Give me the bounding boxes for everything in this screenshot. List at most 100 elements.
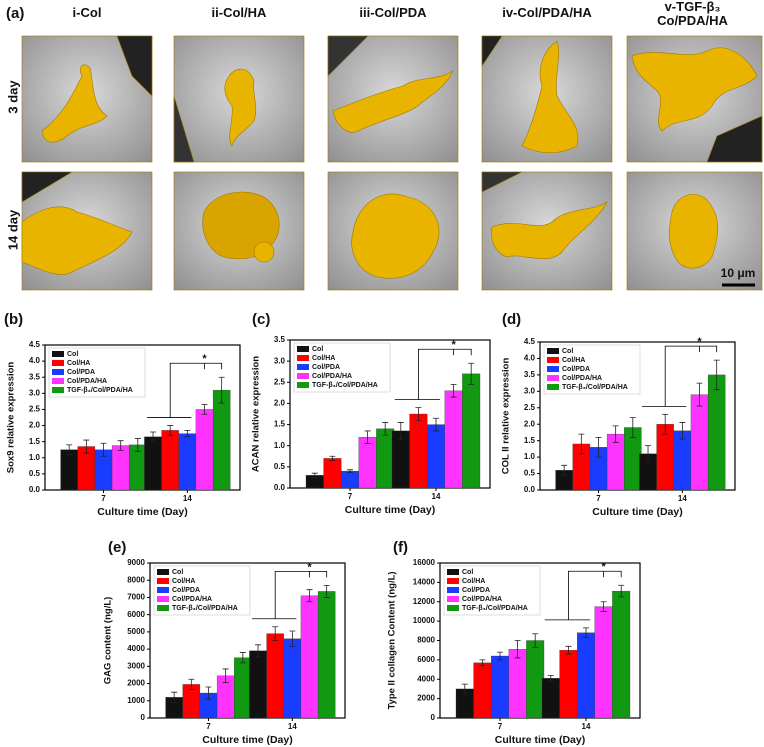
legend-swatch [447,587,459,593]
bar [473,662,492,719]
y-tick-label: 2000 [127,679,145,688]
bar [161,430,179,491]
legend-box [443,565,541,616]
y-tick-label: 0.0 [274,483,286,492]
x-tick-label: 7 [206,722,211,731]
error-bar [201,404,208,415]
error-bar [600,601,607,612]
error-bar [66,444,73,455]
legend-swatch [447,578,459,584]
error-bar [239,652,246,664]
y-tick-label: 3000 [127,661,145,670]
legend-swatch [547,357,559,363]
bar [508,649,527,719]
y-tick-label: 6000 [417,655,435,664]
legend-label: TGF-β₃/Col/PDA/HA [172,605,238,612]
bar [491,655,509,719]
legend-swatch [297,382,309,388]
legend-box [293,342,391,393]
error-bar [134,438,141,452]
y-tick-label: 3.5 [29,372,41,381]
bar [266,633,284,719]
legend-swatch [547,348,559,354]
error-bar [83,439,90,454]
bar [234,657,252,719]
error-bar [415,407,422,421]
error-bar [450,384,457,398]
y-tick-label: 0 [141,713,146,722]
y-tick-label: 0.5 [29,469,41,478]
error-bar [329,455,336,461]
legend-swatch [52,387,64,393]
error-bar [255,644,262,658]
significance-mark: * [601,561,606,573]
significance-bracket [642,345,718,407]
legend-label: Col/PDA/HA [462,596,502,603]
x-tick-label: 14 [432,492,441,501]
bar [111,445,130,491]
y-axis-label: ACAN relative expression [251,356,262,472]
legend-label: Col/PDA/HA [67,378,107,385]
error-bar [323,584,330,598]
legend-swatch [52,351,64,357]
x-tick-label: 14 [582,722,591,731]
error-bar [289,630,296,647]
error-bar [618,584,625,598]
significance-bracket [544,570,622,621]
x-tick-label: 14 [288,722,297,731]
row-label: 3 day [5,80,20,114]
y-tick-label: 2.0 [29,421,41,430]
legend-label: TGF-β₃/Col/PDA/HA [562,384,628,391]
error-bar [696,382,703,407]
legend-label: Col/PDA/HA [172,596,212,603]
panel-label: (b) [4,311,23,328]
bar [577,632,595,719]
legend-swatch [297,355,309,361]
legend-label: Col [67,351,78,358]
error-bar [561,464,568,476]
bar [317,591,336,719]
legend-swatch [157,605,169,611]
y-tick-label: 3.0 [524,386,536,395]
y-tick-label: 5000 [127,627,145,636]
significance-mark: * [202,353,207,365]
bar [341,470,359,489]
legend-label: Col/PDA [462,587,490,594]
y-tick-label: 4.5 [29,340,41,349]
legend-label: Col/HA [562,357,585,364]
legend-swatch [52,360,64,366]
legend-label: Col [462,569,473,576]
error-bar [397,422,404,440]
error-bar [547,674,554,682]
y-tick-label: 3.0 [274,356,286,365]
column-header: ii-Col/HA [211,5,267,20]
bar [444,390,463,489]
bar [249,650,267,719]
panel-label: (f) [393,539,408,556]
bar [427,424,445,489]
panel-label: (d) [502,311,521,328]
error-bar [311,472,318,478]
bar [323,458,342,489]
error-bar [364,430,371,444]
legend-swatch [157,596,169,602]
legend-swatch [157,578,169,584]
legend-label: Col/PDA/HA [312,373,352,380]
y-tick-label: 4.0 [29,356,41,365]
legend-swatch [447,569,459,575]
y-tick-label: 3.5 [524,370,536,379]
legend-label: Col [172,569,183,576]
error-bar [222,668,229,684]
x-axis-label: Culture time (Day) [592,506,682,518]
sem-images [21,35,763,291]
y-tick-label: 4.0 [524,354,536,363]
y-tick-label: 0.5 [524,469,536,478]
legend-label: Col/PDA [67,369,95,376]
x-tick-label: 7 [101,494,106,503]
bar [707,374,726,491]
error-bar [645,445,652,463]
x-tick-label: 7 [498,722,503,731]
legend-swatch [547,366,559,372]
bar [283,638,302,719]
